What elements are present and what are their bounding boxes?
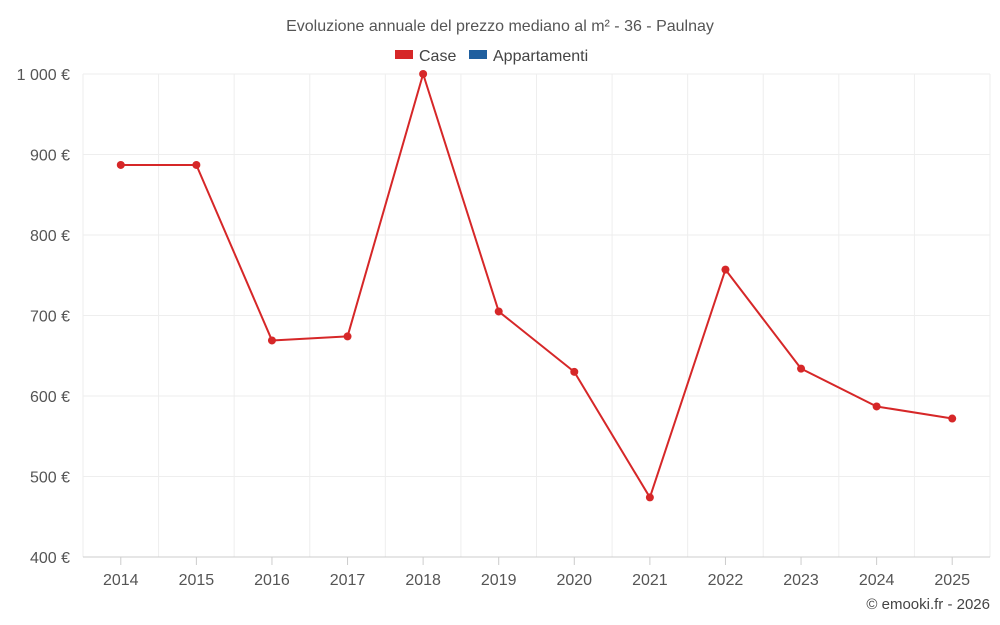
x-tick-label: 2016 [254, 572, 290, 589]
data-point-case[interactable] [267, 336, 276, 345]
series-line-case [120, 73, 953, 499]
legend: Case Appartamenti [395, 48, 588, 65]
legend-item-appartamenti[interactable]: Appartamenti [469, 48, 588, 65]
credit-text: © emooki.fr - 2026 [866, 596, 990, 613]
y-tick-label: 400 € [30, 550, 70, 567]
x-tick-label: 2014 [103, 572, 139, 589]
chart-title: Evoluzione annuale del prezzo mediano al… [286, 18, 714, 35]
legend-item-case[interactable]: Case [395, 48, 456, 65]
data-point-case[interactable] [872, 402, 881, 411]
x-axis-ticks: 2014 2015 2016 2017 2018 2019 2020 2021 2022 2023… [103, 557, 970, 589]
data-point-case[interactable] [948, 414, 957, 423]
x-tick-label: 2017 [330, 572, 366, 589]
y-tick-label: 600 € [30, 389, 70, 406]
y-tick-label: 800 € [30, 228, 70, 245]
legend-label-case: Case [419, 48, 456, 65]
data-point-case[interactable] [797, 364, 806, 373]
x-tick-label: 2021 [632, 572, 668, 589]
x-tick-label: 2018 [405, 572, 441, 589]
y-axis-ticks: 400 € 500 € 600 € 700 € 800 € 900 € 1 000 € [17, 67, 70, 567]
x-tick-label: 2024 [859, 572, 895, 589]
data-point-case[interactable] [419, 70, 428, 78]
y-tick-label: 500 € [30, 470, 70, 487]
x-tick-label: 2022 [708, 572, 744, 589]
series-case [116, 70, 957, 502]
data-point-case[interactable] [645, 493, 654, 502]
data-point-case[interactable] [721, 265, 730, 274]
y-tick-label: 900 € [30, 148, 70, 165]
y-tick-label: 1 000 € [17, 67, 70, 84]
x-tick-label: 2023 [783, 572, 819, 589]
x-tick-label: 2015 [179, 572, 215, 589]
data-point-case[interactable] [494, 307, 503, 316]
legend-swatch-appartamenti [469, 50, 487, 59]
data-point-case[interactable] [570, 367, 579, 376]
x-tick-label: 2020 [556, 572, 592, 589]
y-tick-label: 700 € [30, 309, 70, 326]
legend-label-appartamenti: Appartamenti [493, 48, 588, 65]
x-tick-label: 2019 [481, 572, 517, 589]
legend-swatch-case [395, 50, 413, 59]
data-point-case[interactable] [192, 160, 201, 169]
data-point-case[interactable] [116, 160, 125, 169]
grid [82, 73, 991, 558]
x-tick-label: 2025 [934, 572, 970, 589]
data-point-case[interactable] [343, 332, 352, 341]
